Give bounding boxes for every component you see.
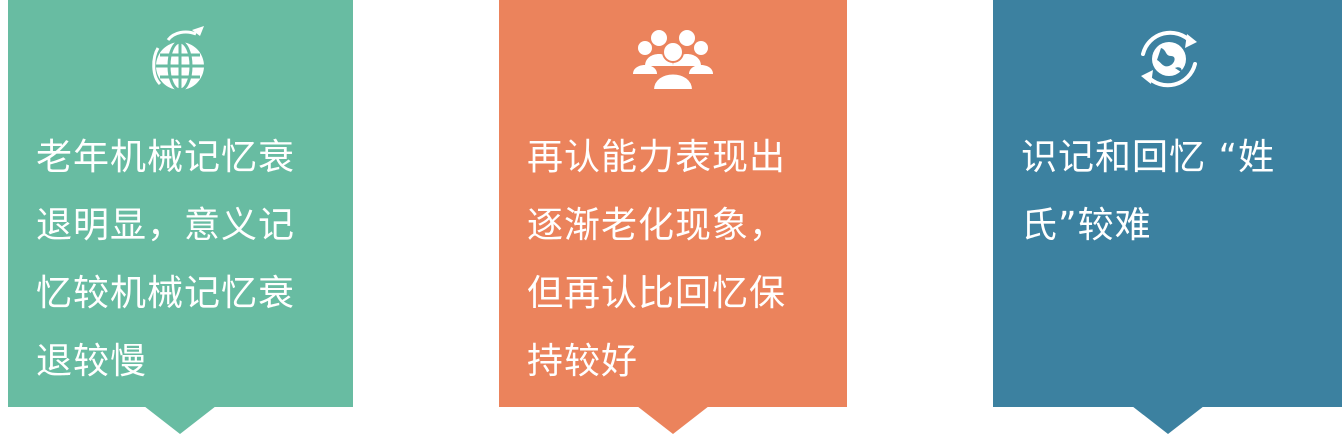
text-line: 老年机械记忆衰	[36, 137, 296, 178]
globe-plane-icon	[144, 24, 216, 94]
text-line: 识记和回忆 “姓	[1021, 137, 1276, 178]
card-text: 识记和回忆 “姓 氏”较难	[1021, 124, 1321, 260]
card-text: 再认能力表现出 逐渐老化现象， 但再认比回忆保 持较好	[527, 124, 827, 396]
card-recognition: 再认能力表现出 逐渐老化现象， 但再认比回忆保 持较好	[499, 0, 847, 407]
text-line: 但再认比回忆保	[527, 273, 787, 314]
card-pointer	[144, 406, 216, 434]
card-pointer	[1132, 406, 1204, 434]
text-line: 逐渐老化现象，	[527, 205, 787, 246]
crowd-icon	[633, 24, 713, 94]
rotating-globe-icon	[1133, 24, 1205, 94]
card-surname-recall: 识记和回忆 “姓 氏”较难	[993, 0, 1342, 407]
text-line: 氏”较难	[1021, 205, 1152, 246]
text-line: 忆较机械记忆衰	[36, 273, 296, 314]
text-line: 退明显，意义记	[36, 205, 296, 246]
text-line: 退较慢	[36, 341, 148, 382]
card-text: 老年机械记忆衰 退明显，意义记 忆较机械记忆衰 退较慢	[36, 124, 336, 396]
card-pointer	[637, 406, 709, 434]
text-line: 持较好	[527, 341, 639, 382]
card-mechanical-memory: 老年机械记忆衰 退明显，意义记 忆较机械记忆衰 退较慢	[8, 0, 353, 407]
text-line: 再认能力表现出	[527, 137, 787, 178]
